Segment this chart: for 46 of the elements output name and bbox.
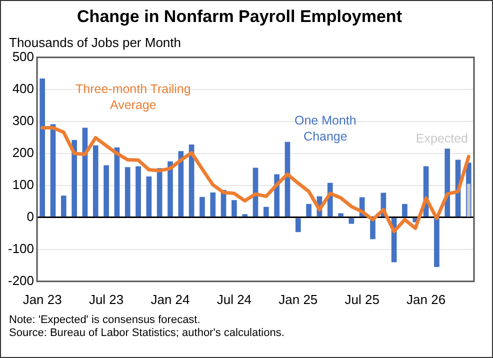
bar xyxy=(92,145,98,217)
bar xyxy=(306,204,312,217)
bar xyxy=(434,218,440,267)
bar xyxy=(178,151,184,217)
bar xyxy=(136,166,141,217)
text: Note: 'Expected' is consensus forecast. xyxy=(9,314,202,327)
source-note: Source: Bureau of Labor Statistics; author's calculations. xyxy=(9,327,284,340)
bar xyxy=(50,124,56,217)
y-tick-label: 400 xyxy=(12,80,34,96)
x-tick-label: Jul 24 xyxy=(216,292,252,307)
bar xyxy=(72,140,77,217)
bar xyxy=(146,176,152,217)
bar xyxy=(104,165,109,217)
bar xyxy=(466,184,470,217)
bar xyxy=(444,148,450,217)
x-tick-label: Jul 23 xyxy=(88,292,124,307)
bar xyxy=(295,218,301,232)
x-tick-label: Jan 24 xyxy=(150,292,190,307)
y-tick-label: 500 xyxy=(12,48,34,64)
bar xyxy=(168,161,173,217)
y-tick-label: 0 xyxy=(26,208,34,224)
bar xyxy=(348,218,354,224)
bar xyxy=(61,196,66,217)
series-label: One Month Change xyxy=(294,114,356,144)
bar xyxy=(242,214,248,217)
bar xyxy=(232,200,237,217)
bar xyxy=(40,78,46,217)
y-tick-label: 200 xyxy=(12,144,34,160)
bar xyxy=(156,168,162,217)
bar xyxy=(124,167,130,217)
series-label: Three-month Trailing Average xyxy=(75,82,191,112)
y-tick-label: 100 xyxy=(12,176,34,192)
x-tick-label: Jan 23 xyxy=(22,292,62,307)
y-tick-label: -100 xyxy=(8,240,34,256)
chart-title: Change in Nonfarm Payroll Employment xyxy=(77,6,402,26)
y-axis-title: Thousands of Jobs per Month xyxy=(9,35,181,50)
x-tick-label: Jan 26 xyxy=(406,292,446,307)
bar xyxy=(264,206,269,217)
y-tick-label: 300 xyxy=(12,112,34,128)
bar xyxy=(402,204,408,217)
bar xyxy=(338,213,344,217)
y-tick-label: -200 xyxy=(8,272,34,288)
x-tick-label: Jul 25 xyxy=(344,292,380,307)
bar xyxy=(200,196,205,217)
x-tick-label: Jan 25 xyxy=(278,292,318,307)
bar xyxy=(210,192,216,217)
